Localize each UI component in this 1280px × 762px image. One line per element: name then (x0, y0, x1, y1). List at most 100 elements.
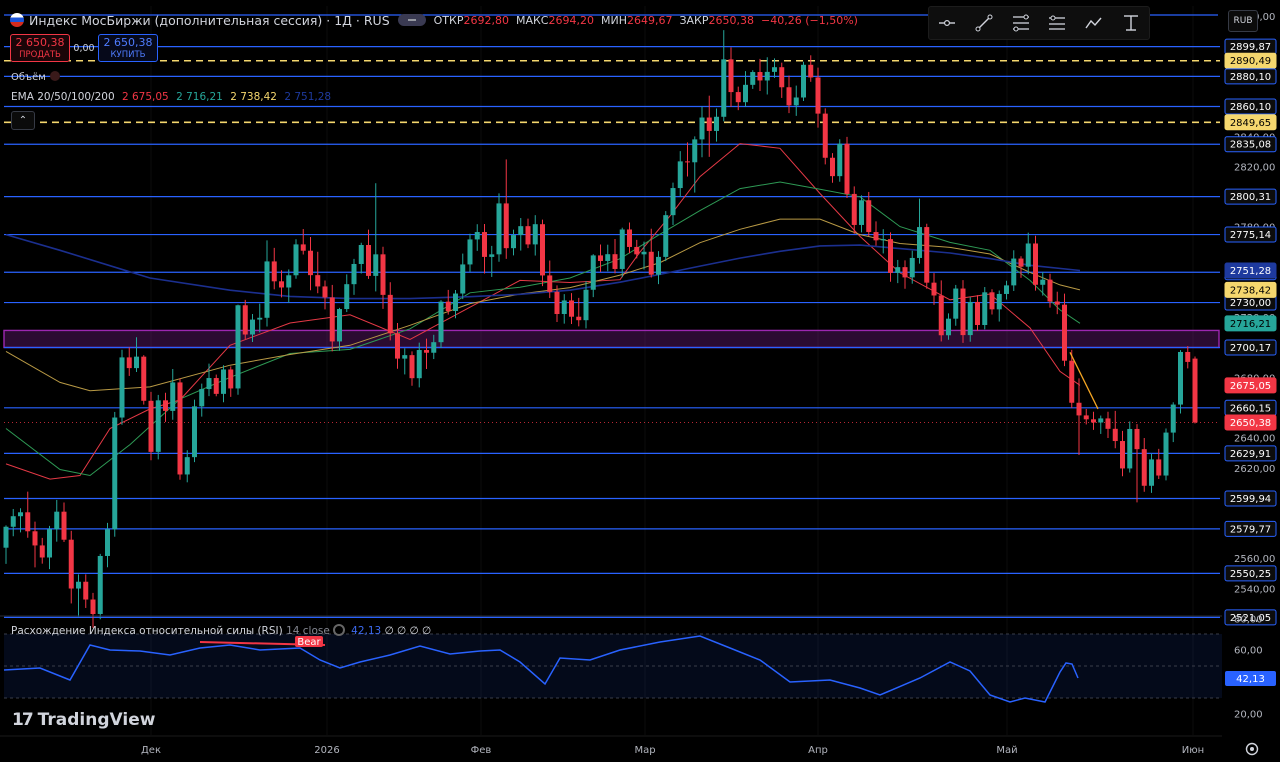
volume-settings-icon[interactable] (49, 71, 60, 81)
candle-down (648, 251, 654, 275)
candle-up (743, 84, 748, 103)
candle-down (924, 227, 930, 283)
level-badge-text: 2880,10 (1230, 72, 1271, 83)
visibility-toggle-icon[interactable] (397, 14, 426, 26)
level-badge-bg (1224, 68, 1277, 85)
candle-down (1062, 304, 1067, 361)
ema-legend[interactable]: EMA 20/50/100/200 2 675,05 2 716,21 2 73… (11, 91, 335, 103)
trend-line-tool[interactable] (972, 11, 996, 35)
candle-up (518, 226, 524, 236)
candle-down (569, 300, 574, 317)
candle-down (271, 261, 277, 282)
parallel-channel-tool[interactable] (1045, 11, 1069, 35)
level-badge-text: 2800,31 (1230, 192, 1271, 203)
spread-value: 0,00 (73, 42, 95, 54)
candle-up (663, 215, 669, 257)
ema200-value: 2 751,28 (284, 91, 332, 103)
sell-button[interactable]: 2 650,38 ПРОДАТЬ (10, 34, 70, 62)
tradingview-logo[interactable]: 17 TradingView (12, 710, 156, 730)
candle-up (699, 117, 705, 140)
price-badge-text: 2650,38 (1230, 418, 1271, 429)
candle-down (1091, 419, 1096, 423)
level-badge-bg (1224, 98, 1277, 115)
horizontal-ray-tool[interactable] (935, 11, 959, 35)
candle-up (344, 284, 350, 310)
price-tick-label: 2540,00 (1234, 584, 1275, 595)
candle-down (148, 400, 154, 452)
candle-down (844, 143, 850, 194)
buy-button[interactable]: 2 650,38 КУПИТЬ (98, 34, 158, 62)
level-badge-bg (1224, 609, 1277, 626)
candle-down (395, 333, 400, 359)
candle-up (496, 203, 502, 255)
trend-segment-line (1069, 351, 1099, 410)
level-badge-bg (1224, 490, 1277, 507)
candle-up (402, 355, 408, 359)
rsi-settings-icon[interactable] (332, 624, 345, 636)
text-anchor-icon (1123, 15, 1138, 31)
candle-down (1083, 415, 1089, 420)
candle-down (873, 232, 879, 241)
candle-down (786, 87, 792, 106)
horizontal-ray-icon (939, 19, 956, 27)
candle-down (938, 295, 944, 336)
level-badge-bg (1224, 520, 1277, 537)
candle-up (721, 59, 727, 117)
time-axis[interactable]: Дек 2026 Фев Мар Апр Май Июн (0, 735, 1222, 756)
candle-down (598, 255, 603, 261)
volume-indicator-label[interactable]: Объём (11, 71, 60, 83)
candle-up (460, 264, 466, 294)
level-badge-text: 2899,87 (1230, 42, 1271, 53)
candle-up (511, 235, 516, 249)
path-tool[interactable] (1082, 11, 1106, 35)
candle-up (670, 188, 676, 216)
symbol-title[interactable]: Индекс МосБиржи (дополнительная сессия) … (29, 12, 390, 28)
candle-down (757, 72, 763, 81)
rsi-value: 42,13 (351, 625, 382, 637)
level-badge-text: 2849,65 (1230, 118, 1271, 129)
time-axis-label: Фев (471, 745, 492, 756)
candle-down (163, 400, 168, 411)
candle-up (1025, 243, 1031, 267)
candle-down (409, 355, 415, 379)
price-axis[interactable]: 2920,002840,002820,002780,002740,002720,… (1224, 12, 1277, 626)
candle-up (264, 261, 270, 318)
time-axis-label: Июн (1182, 745, 1204, 756)
candle-up (561, 300, 567, 315)
text-tool[interactable] (1119, 11, 1143, 35)
level-badge-bg (1224, 136, 1277, 153)
ema-label: EMA 20/50/100/200 (11, 91, 115, 103)
candle-up (967, 301, 973, 336)
currency-button[interactable]: RUB (1228, 10, 1258, 32)
candle-up (909, 257, 915, 278)
support-zone-rect (3, 329, 1220, 349)
candle-down (554, 291, 560, 315)
candle-up (1127, 428, 1133, 469)
candle-up (917, 227, 922, 258)
candle-up (880, 239, 886, 241)
candle-up (337, 309, 342, 342)
candle-up (750, 72, 756, 85)
candle-up (54, 511, 60, 530)
candle-up (1098, 418, 1104, 423)
candle-down (308, 250, 313, 276)
candle-up (714, 116, 719, 131)
path-icon (1085, 17, 1102, 29)
level-badge-bg (1224, 52, 1277, 69)
collapse-legend-button[interactable]: ⌃ (11, 111, 35, 130)
candle-down (366, 244, 371, 276)
candle-down (90, 599, 96, 614)
level-badge-text: 2775,14 (1230, 230, 1271, 241)
candle-down (387, 294, 393, 334)
candle-down (735, 92, 741, 103)
fib-retracement-tool[interactable] (1009, 11, 1033, 35)
candle-down (25, 512, 31, 532)
rsi-legend[interactable]: Расхождение Индекса относительной силы (… (11, 624, 431, 637)
candle-down (1120, 441, 1125, 469)
fib-retracement-icon (1012, 14, 1029, 32)
candle-down (888, 239, 893, 273)
time-axis-label: Дек (141, 745, 161, 756)
timezone-settings-icon[interactable] (1244, 741, 1260, 757)
candle-down (540, 224, 545, 276)
